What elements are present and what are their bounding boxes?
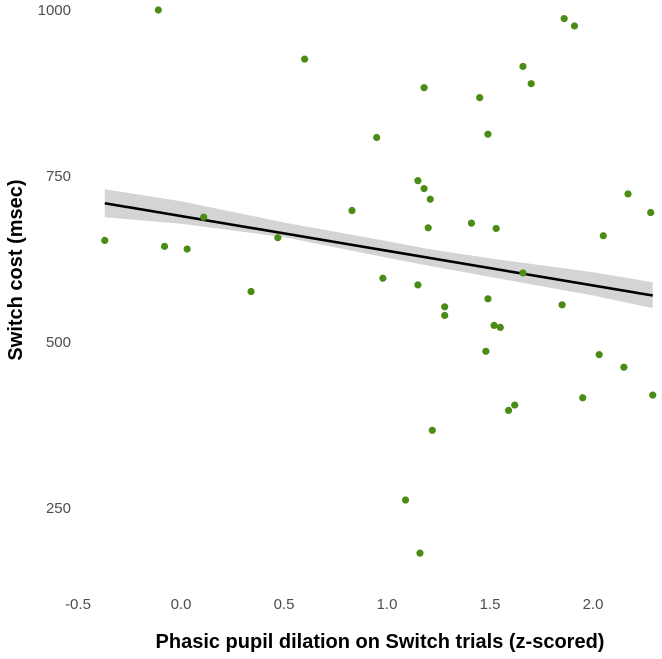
data-point: [624, 190, 632, 198]
data-point: [558, 301, 566, 309]
y-axis-ticks: 250 500 750 1000: [38, 2, 71, 517]
data-point: [496, 323, 504, 331]
data-point: [414, 177, 422, 185]
x-tick-label: 1.5: [480, 596, 501, 613]
y-axis-title: Switch cost (msec): [5, 179, 27, 360]
data-point: [101, 236, 109, 245]
data-point: [441, 303, 449, 311]
data-point: [160, 242, 169, 250]
data-point: [595, 351, 603, 359]
y-tick-label: 500: [46, 334, 71, 351]
x-axis-title: Phasic pupil dilation on Switch trials (…: [156, 631, 605, 653]
data-point: [420, 84, 428, 92]
data-point: [519, 62, 527, 71]
data-point: [492, 224, 500, 233]
data-point: [183, 245, 191, 253]
data-point: [482, 347, 490, 355]
data-point: [424, 224, 432, 232]
data-point: [467, 219, 476, 227]
data-point: [527, 80, 535, 88]
x-tick-label: 0.0: [171, 596, 192, 613]
data-point: [476, 94, 484, 102]
data-point: [511, 401, 519, 409]
data-point: [504, 406, 513, 414]
data-point: [484, 295, 492, 303]
x-tick-label: 2.0: [583, 596, 604, 613]
x-tick-label: 0.5: [274, 596, 295, 613]
data-point: [379, 274, 387, 282]
x-axis-ticks: -0.5 0.0 0.5 1.0 1.5 2.0: [65, 596, 603, 613]
data-point: [428, 426, 436, 434]
data-point: [348, 206, 356, 215]
data-point: [414, 281, 422, 289]
data-point: [519, 269, 527, 277]
data-point: [649, 391, 657, 399]
data-point: [426, 195, 434, 203]
data-point: [401, 496, 410, 504]
data-point: [416, 549, 424, 557]
data-point: [570, 22, 579, 30]
data-point: [560, 15, 568, 23]
y-tick-label: 1000: [38, 2, 71, 19]
data-point: [154, 6, 162, 14]
data-point: [620, 363, 628, 371]
data-point: [301, 55, 309, 63]
data-point: [490, 321, 498, 329]
y-tick-label: 250: [46, 500, 71, 517]
y-tick-label: 750: [46, 168, 71, 185]
data-point: [373, 133, 381, 142]
data-point: [579, 394, 587, 402]
data-point: [647, 208, 655, 217]
data-point: [484, 130, 492, 138]
data-point: [247, 287, 255, 296]
data-point: [200, 213, 208, 221]
regression-line: [104, 201, 653, 297]
data-point: [274, 234, 282, 242]
data-points-layer: [101, 6, 657, 557]
x-tick-label: -0.5: [65, 596, 91, 613]
regression-line-layer: [104, 201, 653, 297]
x-tick-label: 1.0: [377, 596, 398, 613]
data-point: [441, 311, 449, 320]
data-point: [420, 185, 428, 193]
data-point: [599, 232, 607, 240]
